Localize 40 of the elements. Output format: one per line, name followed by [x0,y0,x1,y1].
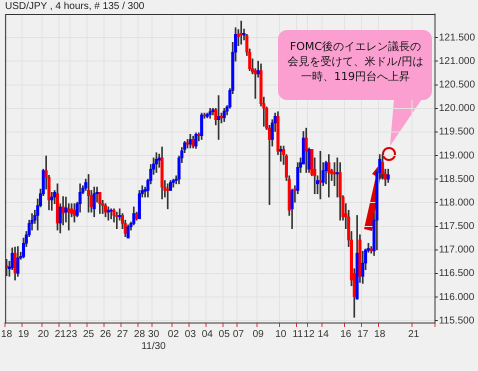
x-tick-label: 28 [134,328,146,340]
x-tick-label: 26 [100,328,112,340]
y-tick-label: 116.500 [438,268,475,280]
y-tick-label: 120.000 [438,103,476,114]
annotation: FOMC後のイエレン議長の会見を受けて、米ドル/円は一時、119円台へ上昇 [286,39,424,84]
chart-title: USD/JPY , 4 hours, # 135 / 300 [5,1,144,12]
x-tick-label: 05 [218,328,230,340]
x-tick-label: 17 [357,328,369,340]
y-tick-label: 118.500 [438,174,475,185]
x-tick-label: 18 [1,328,13,340]
x-tick-label: 11 [292,328,304,340]
y-tick-label: 121.500 [438,32,476,44]
y-tick-label: 117.500 [438,221,475,232]
x-tick-label: 14 [318,328,330,340]
x-tick-label: 07 [232,328,244,340]
x-tick-label: 20 [38,328,50,340]
x-tick-label: 12 [303,328,316,340]
y-tick-label: 119.000 [438,150,475,162]
candlestick [87,174,90,212]
x-tick-label: 18 [374,328,386,340]
x-tick-label: 27 [116,328,128,340]
y-tick-label: 118.000 [438,197,475,208]
x-tick-label: 03 [184,328,196,340]
x-tick-label: 21 [54,328,66,340]
x-tick-label: 16 [340,328,352,340]
x-tick-label: 23 [66,328,78,340]
x-tick-label: 04 [202,328,214,340]
y-tick-label: 121.000 [438,56,476,67]
y-tick-label: 116.000 [438,292,475,303]
y-tick-label: 117.000 [438,244,475,256]
x-tick-label: 02 [168,328,180,340]
y-tick-label: 120.500 [438,80,476,91]
x-tick-label: 19 [18,328,30,340]
speech-bubble: FOMC後のイエレン議長の会見を受けて、米ドル/円は一時、119円台へ上昇 [278,30,432,100]
x-tick-label: 25 [82,328,95,340]
x-tick-label: 09 [252,328,264,340]
x-tick-label: 21 [408,328,420,340]
y-tick-label: 119.500 [438,126,475,138]
y-tick-label: 115.500 [438,315,475,326]
x-tick-label: 10 [275,328,287,340]
